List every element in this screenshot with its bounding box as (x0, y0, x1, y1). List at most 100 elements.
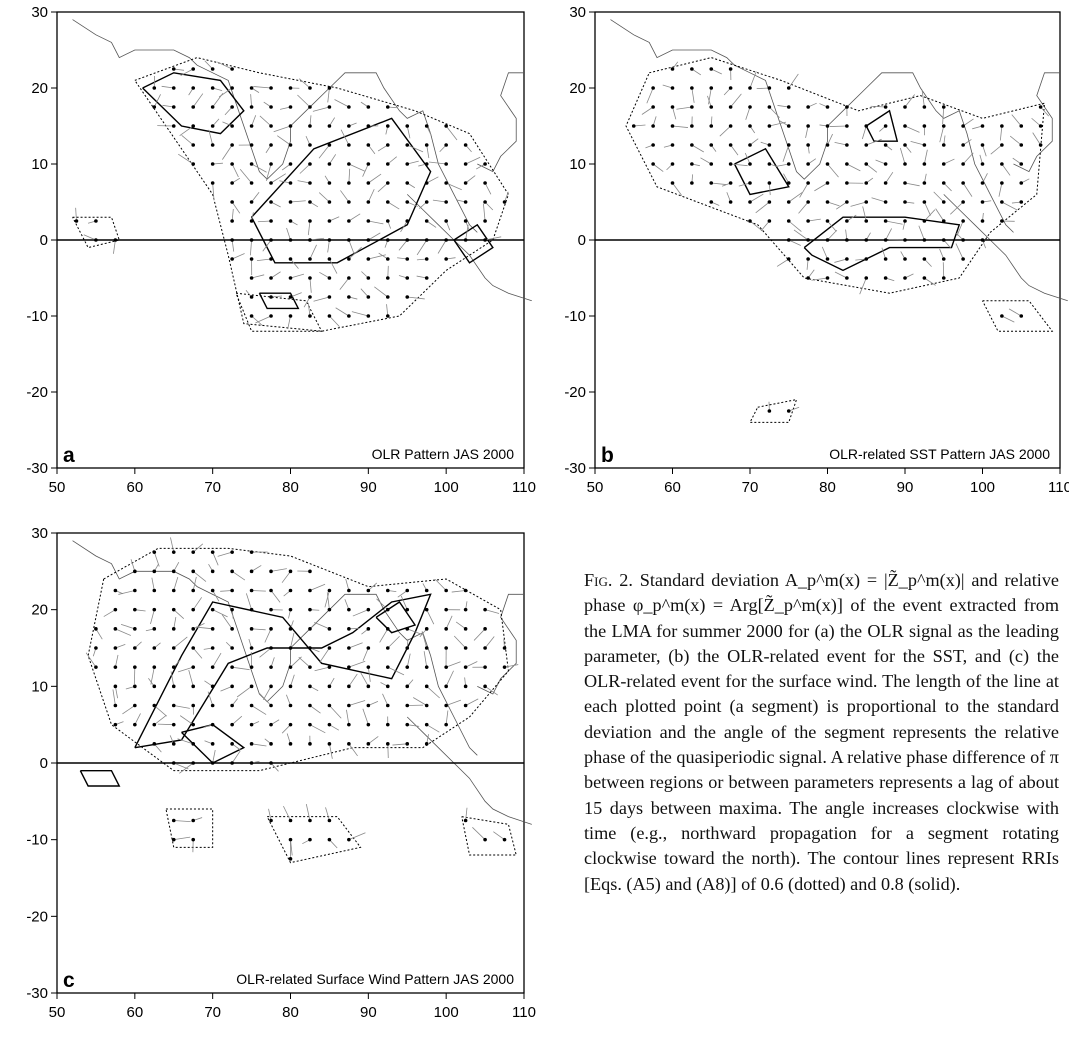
phase-segment (329, 315, 340, 327)
grid-point (444, 143, 448, 147)
grid-point (385, 646, 390, 650)
grid-point (347, 837, 351, 842)
caption-text: Standard deviation A_p^m(x) = |Z̃_p^m(x)… (584, 570, 1059, 894)
phase-segment (483, 203, 486, 222)
phase-segment (85, 652, 97, 668)
grid-point (152, 742, 157, 746)
grid-point (210, 665, 215, 669)
grid-point (980, 238, 985, 242)
phase-segment (379, 628, 389, 643)
grid-point (327, 219, 332, 223)
phase-segment (691, 87, 695, 103)
phase-segment (875, 159, 886, 165)
phase-segment (192, 576, 197, 591)
grid-point (171, 684, 176, 689)
grid-point (728, 200, 733, 204)
grid-point (327, 742, 332, 746)
grid-point (385, 665, 390, 669)
phase-segment (400, 220, 408, 233)
phase-segment (181, 134, 194, 146)
grid-point (366, 143, 371, 147)
grid-point (308, 238, 312, 242)
grid-point (961, 238, 965, 242)
phase-segment (307, 220, 311, 236)
phase-segment (924, 209, 936, 222)
grid-point (308, 295, 312, 299)
phase-segment (192, 93, 204, 108)
grid-point (327, 295, 332, 299)
grid-point (483, 684, 487, 689)
phase-segment (445, 710, 449, 725)
grid-point (133, 588, 137, 593)
phase-segment (326, 592, 330, 610)
phase-segment (153, 94, 161, 108)
x-tick-label: 70 (204, 479, 221, 496)
phase-segment (1001, 163, 1011, 176)
phase-segment (208, 129, 214, 146)
phase-segment (998, 182, 1003, 197)
grid-point (230, 742, 234, 746)
grid-point (845, 200, 849, 204)
phase-segment (348, 642, 363, 649)
grid-point (405, 143, 410, 147)
grid-point (786, 162, 791, 166)
phase-segment (504, 191, 509, 203)
phase-segment (286, 694, 291, 706)
grid-point (191, 124, 196, 128)
grid-point (651, 143, 655, 147)
grid-point (308, 607, 312, 612)
phase-segment (348, 700, 366, 706)
phase-segment (251, 628, 266, 631)
grid-point (230, 143, 234, 147)
phase-segment (755, 201, 770, 214)
phase-segment (250, 94, 252, 108)
grid-point (288, 588, 293, 593)
grid-point (883, 257, 888, 261)
grid-point (864, 162, 869, 166)
grid-point (327, 607, 332, 612)
phase-segment (776, 258, 789, 267)
grid-point (347, 646, 351, 650)
phase-segment (151, 577, 155, 591)
phase-segment (270, 590, 281, 603)
grid-point (249, 257, 254, 261)
grid-point (903, 181, 907, 185)
x-tick-label: 50 (587, 479, 604, 496)
phase-segment (283, 805, 291, 821)
phase-segment (362, 163, 369, 177)
grid-point (366, 238, 371, 242)
phase-segment (270, 762, 279, 772)
phase-segment (788, 406, 800, 412)
phase-segment (749, 220, 763, 232)
grid-point (327, 703, 332, 708)
phase-segment (387, 156, 397, 165)
phase-segment (290, 273, 305, 279)
grid-point (385, 607, 390, 612)
phase-segment (672, 125, 689, 128)
grid-point (113, 238, 118, 242)
grid-point (347, 200, 351, 204)
grid-point (405, 162, 410, 166)
grid-point (825, 124, 830, 128)
grid-point (444, 684, 448, 689)
phase-segment (368, 220, 384, 225)
grid-point (230, 761, 234, 765)
grid-point (366, 607, 371, 612)
phase-segment (407, 296, 425, 300)
grid-point (424, 588, 429, 593)
grid-point (690, 124, 694, 128)
grid-point (690, 86, 694, 90)
grid-point (767, 143, 772, 147)
grid-point (670, 124, 675, 128)
grid-point (191, 818, 196, 823)
contour-solid (258, 292, 300, 310)
grid-point (171, 818, 176, 823)
phase-segment (231, 571, 246, 581)
phase-segment (633, 124, 646, 127)
grid-point (249, 742, 254, 746)
phase-segment (386, 304, 389, 317)
grid-point (366, 646, 371, 650)
phase-segment (387, 666, 405, 676)
contour-solid (250, 117, 432, 264)
